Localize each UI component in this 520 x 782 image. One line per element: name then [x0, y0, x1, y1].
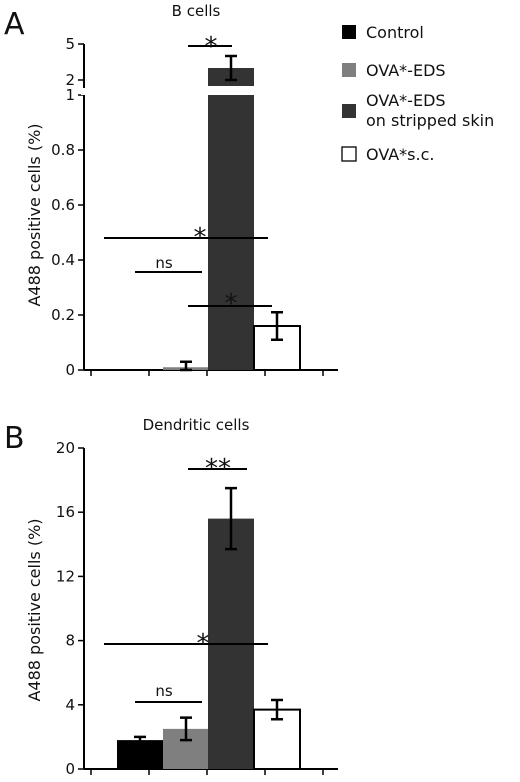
bar-ova-eds-on-stripped-skin — [208, 95, 254, 370]
panel-b-ylabel: A488 positive cells (%) — [25, 518, 44, 701]
panel-a-y-tick-label: 0.6 — [51, 196, 75, 214]
legend-label-ova-eds-stripped: OVA*-EDS — [366, 91, 446, 110]
significance-label: * — [194, 223, 207, 253]
panel-a-axis-break — [81, 88, 87, 95]
panel-b-y-tick-label: 20 — [56, 439, 75, 457]
panel-a-plot: 0 0.2 0.4 0.6 0.8 12 5 * ns * * — [51, 32, 338, 379]
panel-b-y-tick-label: 12 — [56, 567, 75, 585]
legend-swatch-ova-sc — [341, 146, 357, 162]
legend-label-ova-eds: OVA*-EDS — [366, 61, 446, 80]
legend-swatch-ova-eds — [342, 63, 356, 77]
panel-a-y-tick-label: 0 — [65, 361, 75, 379]
legend: Control OVA*-EDS OVA*-EDS on stripped sk… — [341, 23, 494, 164]
panel-b-y-tick-label: 0 — [65, 760, 75, 778]
panel-a-y-tick-label: 5 — [65, 35, 75, 53]
significance-label: ns — [155, 254, 173, 272]
significance-label: * — [197, 629, 210, 659]
significance-label: ns — [155, 682, 173, 700]
panel-a-ylabel: A488 positive cells (%) — [25, 123, 44, 306]
panel-a-y-tick-label: 0.4 — [51, 251, 75, 269]
panel-b-y-tick-label: 16 — [56, 503, 75, 521]
panel-b-title: Dendritic cells — [143, 416, 250, 434]
legend-label-control: Control — [366, 23, 424, 42]
significance-label: ** — [205, 454, 231, 484]
legend-swatch-ova-eds-stripped — [342, 104, 356, 118]
panel-b-y-tick-label: 4 — [65, 696, 75, 714]
panel-b-y-tick-label: 8 — [65, 632, 75, 650]
panel-a-y-tick-label: 2 — [65, 71, 75, 89]
significance-label: * — [225, 289, 238, 319]
legend-label-ova-eds-stripped-line2: on stripped skin — [366, 111, 494, 130]
panel-a-y-tick-label: 1 — [65, 86, 75, 104]
panel-a-letter: A — [4, 7, 25, 42]
legend-label-ova-sc: OVA*s.c. — [366, 145, 434, 164]
panel-a-y-tick-label: 0.2 — [51, 306, 75, 324]
legend-swatch-control — [342, 25, 356, 39]
panel-a-title: B cells — [172, 2, 221, 20]
significance-label: * — [205, 32, 218, 62]
panel-a-y-tick-label: 0.8 — [51, 141, 75, 159]
panel-b-letter: B — [4, 421, 25, 456]
bar-control — [117, 740, 163, 769]
